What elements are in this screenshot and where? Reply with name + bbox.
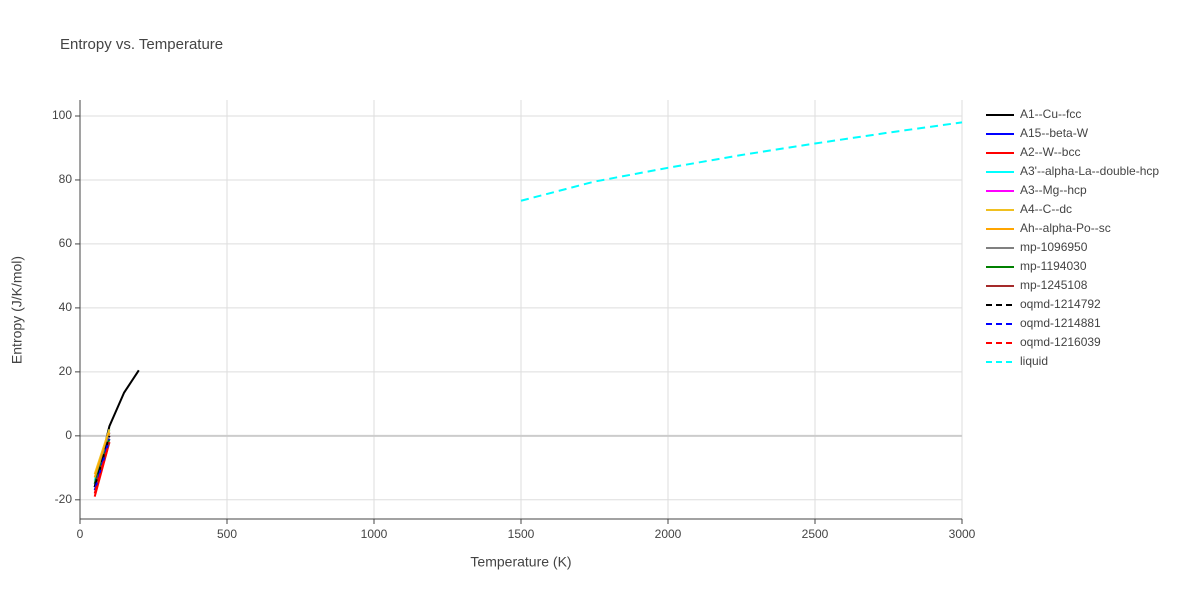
legend-label: oqmd-1214792 xyxy=(1020,297,1101,311)
x-tick-label: 1000 xyxy=(361,527,388,541)
y-tick-label: 60 xyxy=(59,236,73,250)
legend-label: A4--C--dc xyxy=(1020,202,1072,216)
legend-label: A1--Cu--fcc xyxy=(1020,107,1081,121)
legend-label: mp-1096950 xyxy=(1020,240,1088,254)
y-tick-label: 80 xyxy=(59,172,73,186)
legend-label: liquid xyxy=(1020,354,1048,368)
y-axis-title: Entropy (J/K/mol) xyxy=(9,256,25,364)
x-tick-label: 500 xyxy=(217,527,237,541)
series-line xyxy=(93,432,111,478)
legend-label: oqmd-1214881 xyxy=(1020,316,1101,330)
x-tick-label: 0 xyxy=(77,527,84,541)
series-line xyxy=(520,121,963,202)
legend-label: mp-1245108 xyxy=(1020,278,1088,292)
x-tick-label: 2000 xyxy=(655,527,682,541)
legend-label: A2--W--bcc xyxy=(1020,145,1080,159)
x-axis-title: Temperature (K) xyxy=(470,554,571,570)
legend-label: oqmd-1216039 xyxy=(1020,335,1101,349)
x-tick-label: 3000 xyxy=(949,527,976,541)
y-tick-label: 20 xyxy=(59,364,73,378)
x-tick-label: 2500 xyxy=(802,527,829,541)
y-tick-label: 100 xyxy=(52,108,72,122)
chart-title: Entropy vs. Temperature xyxy=(60,36,223,53)
legend-label: A15--beta-W xyxy=(1020,126,1089,140)
legend-label: Ah--alpha-Po--sc xyxy=(1020,221,1111,235)
y-tick-label: 0 xyxy=(65,428,72,442)
legend-label: mp-1194030 xyxy=(1020,259,1087,273)
legend-label: A3'--alpha-La--double-hcp xyxy=(1020,164,1159,178)
legend-label: A3--Mg--hcp xyxy=(1020,183,1087,197)
y-tick-label: 40 xyxy=(59,300,73,314)
y-tick-label: -20 xyxy=(55,492,73,506)
series-line xyxy=(93,441,111,494)
x-tick-label: 1500 xyxy=(508,527,535,541)
